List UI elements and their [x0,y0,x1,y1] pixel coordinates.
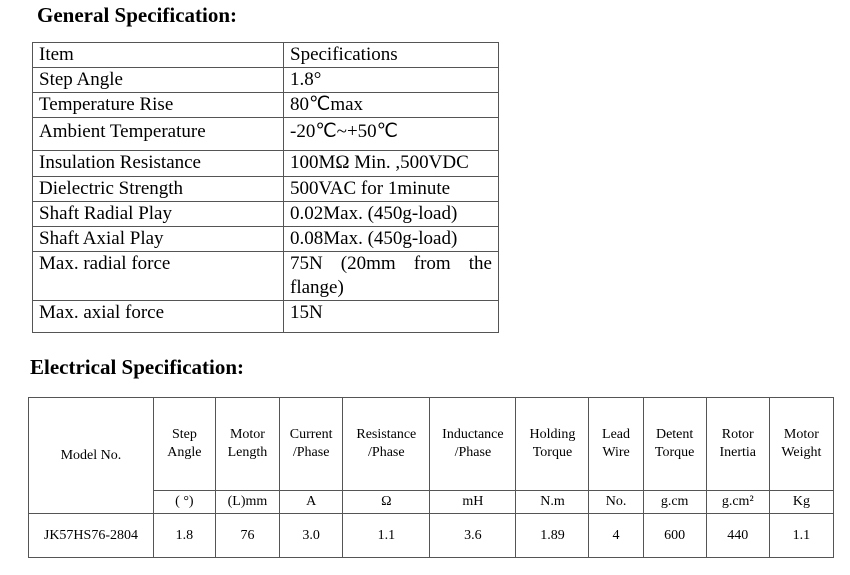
data-cell: 1.8 [152,513,216,558]
header-cell: Rotor Inertia [705,397,770,491]
header-cell: Motor Length [214,397,281,491]
spec-item: Step Angle [32,67,284,93]
spec-value: 80℃max [283,92,499,118]
spec-value: 75N (20mm from the flange) [283,251,499,301]
unit-cell: A [279,490,344,514]
unit-cell: (L)mm [214,490,281,514]
spec-item: Max. radial force [32,251,284,301]
data-cell: 1.1 [768,513,835,558]
unit-cell: g.cm² [705,490,770,514]
unit-cell: mH [429,490,517,514]
spec-value: 1.8° [283,67,499,93]
spec-row: Max. axial force 15N [32,300,499,333]
spec-item: Dielectric Strength [32,176,284,202]
data-cell: 4 [588,513,644,558]
spec-item: Shaft Axial Play [32,226,284,252]
data-cell: JK57HS76-2804 [28,513,154,558]
spec-item: Max. axial force [32,300,284,333]
unit-cell: N.m [515,490,590,514]
electrical-table: Model No. Step Angle Motor Length Current /… [28,397,835,558]
data-cell: 440 [705,513,770,558]
spec-row: Temperature Rise 80℃max [32,92,499,118]
header-cell: Current /Phase [279,397,344,491]
spec-row: Insulation Resistance 100MΩ Min. ,500VDC [32,150,499,177]
header-row: Model No. Step Angle Motor Length Current /… [28,397,835,514]
spec-value: 100MΩ Min. ,500VDC [283,150,499,177]
data-row: JK57HS76-2804 1.8 76 3.0 1.1 3.6 1.89 4 600 440 1.… [28,513,835,558]
header-cell: Lead Wire [588,397,644,491]
unit-cell: Kg [768,490,835,514]
header-cell: Resistance /Phase [342,397,431,491]
unit-cell: g.cm [642,490,707,514]
spec-row: Dielectric Strength 500VAC for 1minute [32,176,499,202]
header-cell: Step Angle [152,397,216,491]
spec-item: Ambient Temperature [32,117,284,151]
spec-row: Max. radial force 75N (20mm from the flan… [32,251,499,301]
spec-value: 0.02Max. (450g-load) [283,201,499,227]
spec-row: Shaft Radial Play 0.02Max. (450g-load) [32,201,499,227]
header-cell: Model No. [28,397,154,514]
data-cell: 3.6 [429,513,517,558]
spec-value: -20℃~+50℃ [283,117,499,151]
section-title: Electrical Specification: [30,355,245,379]
header-row: Item Specifications [32,42,499,68]
spec-value: 0.08Max. (450g-load) [283,226,499,252]
general-table: Item Specifications Step Angle 1.8° Temperat… [32,42,499,333]
unit-cell: No. [588,490,644,514]
data-cell: 3.0 [279,513,344,558]
spec-row: Ambient Temperature -20℃~+50℃ [32,117,499,151]
unit-cell: Ω [342,490,431,514]
spec-row: Step Angle 1.8° [32,67,499,93]
header-cell: Holding Torque [515,397,590,491]
data-cell: 1.1 [342,513,431,558]
header-cell: Motor Weight [768,397,835,491]
data-cell: 600 [642,513,707,558]
spec-value: 500VAC for 1minute [283,176,499,202]
unit-cell: ( °) [152,490,216,514]
header-cell: Inductance /Phase [429,397,517,491]
spec-item: Shaft Radial Play [32,201,284,227]
header-cell: Detent Torque [642,397,707,491]
data-cell: 76 [214,513,281,558]
spec-item: Insulation Resistance [32,150,284,177]
header-cell: Specifications [283,42,499,68]
data-cell: 1.89 [515,513,590,558]
spec-item: Temperature Rise [32,92,284,118]
spec-value: 15N [283,300,499,333]
header-cell: Item [32,42,284,68]
section-title: General Specification: [37,3,238,27]
spec-row: Shaft Axial Play 0.08Max. (450g-load) [32,226,499,252]
